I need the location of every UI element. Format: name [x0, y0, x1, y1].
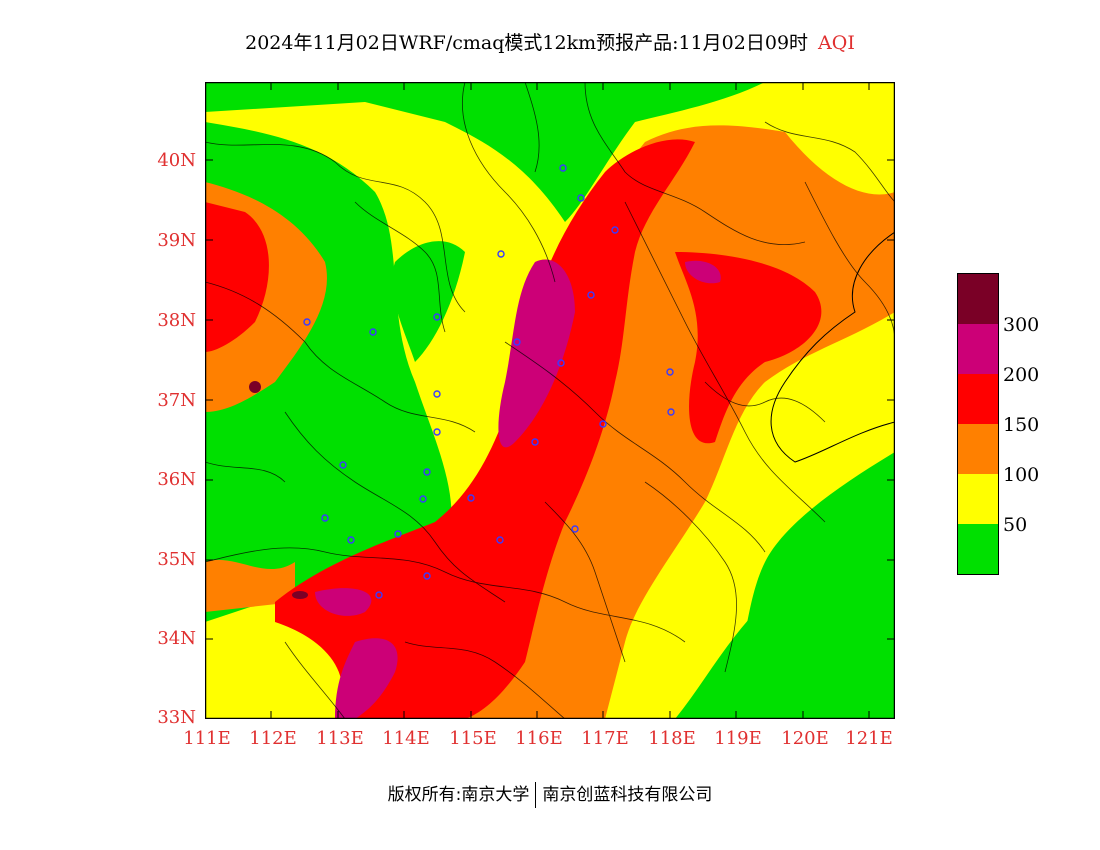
station-marker	[369, 328, 377, 336]
coastline	[770, 231, 895, 463]
lon-label-119e: 119E	[714, 728, 762, 749]
aqi-label: AQI	[818, 32, 855, 54]
legend-label-50: 50	[1003, 514, 1028, 536]
station-marker	[394, 530, 402, 538]
station-marker	[433, 428, 441, 436]
station-marker	[531, 438, 539, 446]
lat-label-36n: 36N	[157, 469, 196, 490]
station-marker	[496, 536, 504, 544]
station-marker	[513, 338, 521, 346]
lon-label-113e: 113E	[316, 728, 364, 749]
lat-label-38n: 38N	[157, 310, 196, 331]
lon-label-118e: 118E	[648, 728, 696, 749]
station-marker	[321, 514, 329, 522]
station-marker	[467, 494, 475, 502]
lon-label-111e: 111E	[183, 728, 231, 749]
lon-label-114e: 114E	[382, 728, 430, 749]
station-marker	[433, 313, 441, 321]
title-text: 2024年11月02日WRF/cmaq模式12km预报产品:11月02日09时	[245, 32, 809, 54]
lon-label-116e: 116E	[515, 728, 563, 749]
legend-swatch-300plus	[958, 274, 998, 324]
station-marker	[667, 408, 675, 416]
maroon-spot	[292, 591, 308, 599]
station-marker	[559, 164, 567, 172]
station-marker	[666, 368, 674, 376]
lon-label-115e: 115E	[449, 728, 497, 749]
purple-zone	[315, 259, 721, 719]
legend-swatch-100-150	[958, 424, 998, 474]
aqi-map	[205, 82, 895, 719]
color-legend	[957, 273, 999, 575]
legend-swatch-200-300	[958, 324, 998, 374]
chart-title: 2024年11月02日WRF/cmaq模式12km预报产品:11月02日09时 A…	[0, 28, 1100, 55]
station-marker	[423, 468, 431, 476]
lat-label-35n: 35N	[157, 549, 196, 570]
station-marker	[611, 226, 619, 234]
map-frame	[205, 82, 895, 719]
station-marker	[571, 525, 579, 533]
footer-divider	[535, 782, 537, 808]
station-marker	[599, 420, 607, 428]
company-text: 南京创蓝科技有限公司	[542, 785, 713, 805]
lat-label-34n: 34N	[157, 628, 196, 649]
station-marker	[433, 390, 441, 398]
copyright-text: 版权所有:南京大学	[387, 785, 530, 805]
maroon-spot	[249, 381, 261, 393]
legend-label-200: 200	[1003, 364, 1040, 386]
station-marker	[347, 536, 355, 544]
station-marker	[497, 250, 505, 258]
legend-label-300: 300	[1003, 314, 1040, 336]
station-marker	[587, 291, 595, 299]
station-marker	[339, 461, 347, 469]
lon-label-121e: 121E	[845, 728, 893, 749]
green-west	[265, 241, 465, 532]
boundary-lines	[205, 82, 895, 719]
lon-label-117e: 117E	[581, 728, 629, 749]
lon-label-112e: 112E	[249, 728, 297, 749]
lat-label-33n: 33N	[157, 707, 196, 728]
legend-label-100: 100	[1003, 464, 1040, 486]
legend-swatch-0-50	[958, 524, 998, 574]
station-marker	[303, 318, 311, 326]
legend-swatch-50-100	[958, 474, 998, 524]
station-marker	[577, 194, 585, 202]
station-marker	[419, 495, 427, 503]
lat-label-37n: 37N	[157, 390, 196, 411]
green-southeast	[725, 452, 895, 719]
footer: 版权所有:南京大学 南京创蓝科技有限公司	[0, 780, 1100, 808]
lat-label-40n: 40N	[157, 150, 196, 171]
legend-swatch-150-200	[958, 374, 998, 424]
station-marker	[375, 591, 383, 599]
legend-label-150: 150	[1003, 414, 1040, 436]
axis-ticks	[205, 82, 895, 719]
station-marker	[557, 359, 565, 367]
station-marker	[423, 572, 431, 580]
lon-label-120e: 120E	[781, 728, 829, 749]
lat-label-39n: 39N	[157, 230, 196, 251]
station-markers	[303, 164, 675, 599]
